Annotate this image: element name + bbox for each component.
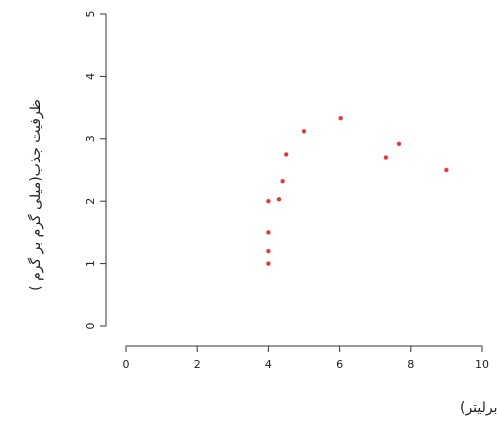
x-axis-label: غلظت باقی مانده فلوراید(میلی گرم برلیتر)	[460, 399, 497, 416]
y-tick-label: 2	[84, 198, 97, 205]
x-tick-label: 0	[123, 358, 130, 371]
point	[276, 197, 282, 202]
x-tick-label: 8	[407, 358, 414, 371]
point	[383, 155, 389, 160]
point	[338, 116, 343, 121]
y-tick-label: 1	[84, 260, 97, 267]
point	[266, 248, 271, 254]
y-tick-label: 4	[84, 73, 97, 80]
x-tick-label: 4	[265, 358, 272, 371]
point	[266, 261, 271, 266]
y-axis-label: ظرفیت جذب(میلی گرم بر گرم )	[27, 99, 44, 291]
x-tick-label: 2	[194, 358, 201, 371]
point	[444, 167, 449, 173]
y-tick-label: 0	[84, 323, 97, 330]
x-tick-label: 6	[336, 358, 343, 371]
y-tick-label: 3	[84, 135, 97, 142]
x-tick-label: 10	[475, 358, 489, 371]
point	[396, 141, 402, 146]
point	[301, 129, 307, 134]
point	[266, 199, 271, 204]
point	[266, 230, 271, 235]
y-tick-label: 5	[84, 11, 97, 18]
point	[280, 179, 285, 184]
point	[284, 152, 289, 157]
